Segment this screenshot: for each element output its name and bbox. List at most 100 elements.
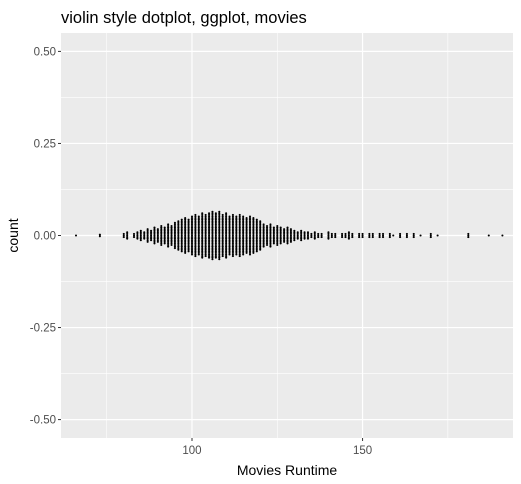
data-dot: [180, 245, 183, 248]
data-dot: [238, 217, 241, 220]
data-dot: [361, 232, 364, 235]
data-dot: [163, 239, 166, 242]
data-dot: [259, 243, 262, 247]
data-dot: [160, 236, 163, 239]
data-dot: [262, 237, 265, 240]
data-dot: [187, 220, 190, 223]
data-dot: [238, 251, 241, 254]
data-dot: [170, 239, 173, 242]
data-dot: [190, 217, 194, 220]
data-dot: [190, 218, 194, 221]
data-dot: [167, 240, 170, 243]
data-dot: [225, 237, 228, 240]
data-dot: [255, 239, 258, 242]
data-dot: [231, 217, 234, 220]
data-dot: [330, 236, 333, 239]
data-dot: [204, 248, 207, 251]
data-dot: [221, 239, 224, 242]
data-dot: [197, 240, 200, 243]
data-dot: [163, 234, 166, 237]
data-dot: [252, 232, 255, 235]
data-dot: [197, 221, 200, 224]
data-dot: [221, 217, 224, 220]
data-dot: [211, 237, 214, 240]
data-dot: [201, 212, 204, 215]
data-dot: [242, 245, 245, 248]
data-dot: [388, 232, 391, 235]
data-dot: [146, 231, 149, 234]
data-dot: [218, 237, 221, 240]
data-dot: [163, 237, 166, 240]
data-dot: [122, 236, 125, 239]
data-dot: [296, 231, 299, 234]
data-dot: [265, 226, 269, 229]
data-dot: [279, 228, 282, 231]
data-dot: [177, 234, 180, 237]
data-dot: [269, 232, 272, 235]
data-dot: [180, 231, 183, 234]
data-dot: [208, 217, 211, 220]
data-dot: [221, 245, 224, 248]
data-dot: [259, 232, 262, 235]
data-dot: [194, 243, 197, 247]
data-dot: [180, 223, 183, 226]
data-dot: [146, 229, 149, 232]
data-dot: [252, 248, 255, 251]
data-dot: [317, 236, 320, 239]
data-dot: [252, 229, 255, 232]
data-dot: [173, 226, 176, 229]
data-dot: [173, 239, 176, 242]
data-dot: [255, 236, 258, 239]
data-dot: [330, 232, 333, 235]
data-dot: [238, 255, 241, 258]
data-dot: [242, 229, 245, 232]
data-dot: [279, 237, 282, 240]
data-dot: [153, 236, 156, 239]
data-dot: [296, 237, 299, 240]
data-dot: [211, 243, 214, 247]
data-dot: [286, 239, 289, 242]
data-dot: [214, 237, 217, 240]
data-dot: [163, 228, 166, 231]
data-dot: [194, 237, 197, 240]
data-dot: [255, 221, 258, 224]
data-dot: [180, 228, 183, 231]
data-dot: [211, 215, 214, 218]
data-dot: [211, 236, 214, 239]
data-dot: [248, 218, 252, 221]
data-dot: [218, 221, 221, 224]
data-dot: [272, 228, 275, 231]
data-dot: [214, 253, 217, 256]
data-dot: [286, 234, 289, 237]
data-dot: [208, 226, 211, 229]
data-dot: [160, 231, 163, 234]
data-dot: [221, 247, 224, 250]
data-dot: [231, 240, 234, 243]
data-dot: [283, 229, 286, 232]
data-dot: [238, 224, 241, 228]
data-dot: [197, 232, 200, 235]
data-dot: [126, 236, 129, 239]
data-dot: [265, 232, 269, 235]
data-dot: [218, 218, 221, 221]
data-dot: [269, 224, 272, 228]
data-dot: [313, 232, 316, 235]
data-dot: [146, 237, 149, 240]
data-dot: [184, 217, 187, 220]
data-dot: [146, 240, 149, 243]
data-dot: [194, 240, 197, 243]
data-dot: [208, 221, 211, 224]
data-dot: [225, 226, 228, 229]
data-dot: [231, 215, 234, 218]
data-dot: [221, 213, 224, 216]
data-dot: [286, 229, 289, 232]
data-dot: [225, 248, 228, 251]
data-dot: [194, 236, 197, 239]
data-dot: [214, 239, 217, 242]
data-dot: [218, 212, 221, 215]
data-dot: [184, 221, 187, 224]
data-dot: [153, 232, 156, 235]
data-dot: [173, 243, 176, 247]
data-dot: [286, 226, 289, 229]
data-dot: [289, 229, 292, 232]
